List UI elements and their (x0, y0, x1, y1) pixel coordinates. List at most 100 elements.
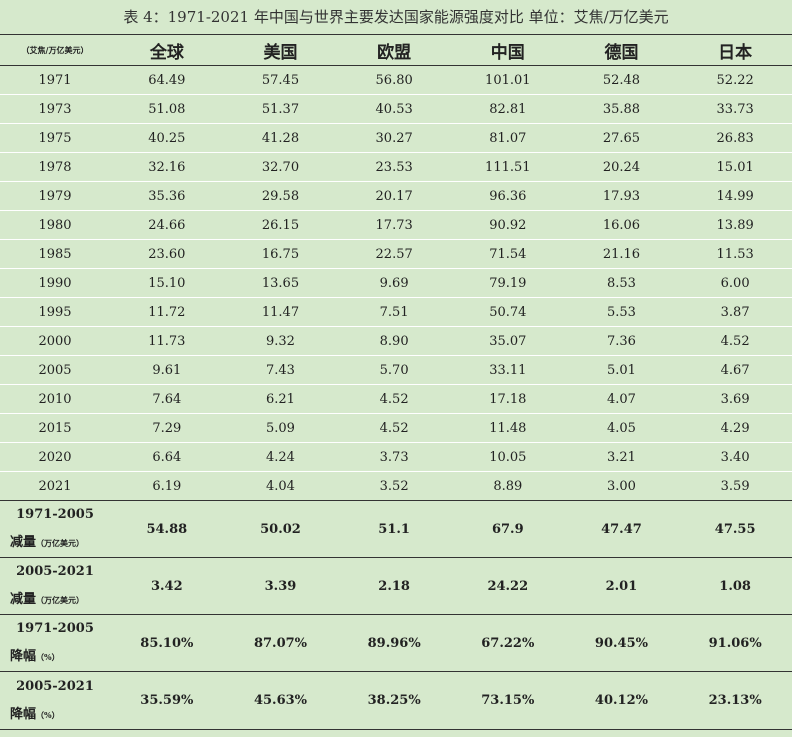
year-cell: 2021 (0, 471, 110, 501)
table-row: 2010 7.64 6.21 4.52 17.18 4.07 3.69 (0, 384, 792, 414)
summary-value-cell-germany: 40.12% (564, 671, 679, 730)
column-header-eu: 欧盟 (337, 34, 451, 66)
value-cell-germany: 3.21 (564, 442, 679, 472)
summary-period: 1971-2005 (16, 507, 94, 522)
year-cell: 2020 (0, 442, 110, 472)
value-cell-japan: 14.99 (678, 181, 792, 211)
value-cell-germany: 7.36 (564, 326, 679, 356)
value-cell-china: 96.36 (450, 181, 565, 211)
table-row: 2015 7.29 5.09 4.52 11.48 4.05 4.29 (0, 413, 792, 443)
table-row: 2000 11.73 9.32 8.90 35.07 7.36 4.52 (0, 326, 792, 356)
summary-value-cell-global: 85.10% (110, 614, 224, 672)
summary-row: 2005-2021 降幅（%） 35.59% 45.63% 38.25% 73.15% 40… (0, 671, 792, 730)
value-cell-usa: 4.24 (223, 442, 338, 472)
summary-value-cell-usa: 50.02 (223, 500, 338, 558)
value-cell-germany: 21.16 (564, 239, 679, 269)
value-cell-japan: 3.69 (678, 384, 792, 414)
value-cell-germany: 3.00 (564, 471, 679, 501)
summary-metric-label: 降幅 (10, 706, 37, 722)
value-cell-eu: 40.53 (337, 94, 451, 124)
year-cell: 1995 (0, 297, 110, 327)
column-header-global: 全球 (110, 34, 224, 66)
summary-metric: 降幅（%） (0, 701, 110, 729)
summary-value-cell-japan: 1.08 (678, 557, 792, 615)
value-cell-germany: 20.24 (564, 152, 679, 182)
summary-value-cell-china: 24.22 (450, 557, 565, 615)
year-cell: 1980 (0, 210, 110, 240)
year-cell: 1978 (0, 152, 110, 182)
value-cell-global: 6.19 (110, 471, 224, 501)
value-cell-eu: 17.73 (337, 210, 451, 240)
value-cell-usa: 13.65 (223, 268, 338, 298)
header-row: （艾焦/万亿美元） 全球 美国 欧盟 中国 德国 日本 (0, 34, 792, 66)
value-cell-global: 64.49 (110, 65, 224, 95)
value-cell-china: 82.81 (450, 94, 565, 124)
value-cell-germany: 5.53 (564, 297, 679, 327)
table-row: 1980 24.66 26.15 17.73 90.92 16.06 13.89 (0, 210, 792, 240)
value-cell-usa: 41.28 (223, 123, 338, 153)
value-cell-usa: 6.21 (223, 384, 338, 414)
value-cell-japan: 3.40 (678, 442, 792, 472)
value-cell-japan: 3.87 (678, 297, 792, 327)
summary-value-cell-japan: 91.06% (678, 614, 792, 672)
summary-label-cell: 1971-2005 降幅（%） (0, 614, 110, 672)
value-cell-china: 10.05 (450, 442, 565, 472)
value-cell-global: 7.29 (110, 413, 224, 443)
value-cell-eu: 23.53 (337, 152, 451, 182)
value-cell-japan: 26.83 (678, 123, 792, 153)
value-cell-usa: 29.58 (223, 181, 338, 211)
year-cell: 1979 (0, 181, 110, 211)
value-cell-eu: 9.69 (337, 268, 451, 298)
summary-value-cell-usa: 87.07% (223, 614, 338, 672)
table-row: 1978 32.16 32.70 23.53 111.51 20.24 15.01 (0, 152, 792, 182)
value-cell-japan: 33.73 (678, 94, 792, 124)
summary-value-cell-germany: 2.01 (564, 557, 679, 615)
summary-period: 2005-2021 (16, 678, 94, 694)
summary-metric-label: 降幅 (10, 649, 37, 664)
value-cell-germany: 27.65 (564, 123, 679, 153)
value-cell-japan: 11.53 (678, 239, 792, 269)
value-cell-usa: 16.75 (223, 239, 338, 269)
summary-value-cell-china: 67.9 (450, 500, 565, 558)
value-cell-germany: 4.05 (564, 413, 679, 443)
summary-value-cell-eu: 38.25% (337, 671, 451, 730)
value-cell-usa: 5.09 (223, 413, 338, 443)
value-cell-japan: 4.52 (678, 326, 792, 356)
summary-value-cell-eu: 89.96% (337, 614, 451, 672)
value-cell-germany: 52.48 (564, 65, 679, 95)
value-cell-global: 32.16 (110, 152, 224, 182)
table-row: 2005 9.61 7.43 5.70 33.11 5.01 4.67 (0, 355, 792, 385)
year-cell: 1975 (0, 123, 110, 153)
table-row: 1985 23.60 16.75 22.57 71.54 21.16 11.53 (0, 239, 792, 269)
value-cell-japan: 6.00 (678, 268, 792, 298)
summary-value-cell-usa: 3.39 (223, 557, 338, 615)
summary-period: 2005-2021 (16, 564, 94, 579)
value-cell-japan: 13.89 (678, 210, 792, 240)
value-cell-global: 11.72 (110, 297, 224, 327)
table-caption: 表 4：1971-2021 年中国与世界主要发达国家能源强度对比 单位：艾焦/万… (123, 8, 669, 26)
value-cell-china: 33.11 (450, 355, 565, 385)
value-cell-eu: 30.27 (337, 123, 451, 153)
year-cell: 1990 (0, 268, 110, 298)
summary-body: 1971-2005 减量（万亿美元） 54.88 50.02 51.1 67.9 47.47… (0, 500, 792, 730)
value-cell-eu: 8.90 (337, 326, 451, 356)
table-row: 2020 6.64 4.24 3.73 10.05 3.21 3.40 (0, 442, 792, 472)
value-cell-china: 8.89 (450, 471, 565, 501)
value-cell-eu: 3.73 (337, 442, 451, 472)
value-cell-china: 71.54 (450, 239, 565, 269)
value-cell-eu: 4.52 (337, 384, 451, 414)
value-cell-germany: 4.07 (564, 384, 679, 414)
summary-metric-unit: （万亿美元） (36, 595, 85, 605)
summary-value-cell-global: 54.88 (110, 500, 224, 558)
table-row: 1971 64.49 57.45 56.80 101.01 52.48 52.22 (0, 65, 792, 95)
value-cell-china: 111.51 (450, 152, 565, 182)
summary-metric-label: 减量 (10, 535, 37, 550)
summary-row: 2005-2021 减量（万亿美元） 3.42 3.39 2.18 24.22 2.01 1.… (0, 557, 792, 615)
summary-value-cell-eu: 51.1 (337, 500, 451, 558)
value-cell-japan: 52.22 (678, 65, 792, 95)
value-cell-japan: 3.59 (678, 471, 792, 501)
summary-value-cell-china: 73.15% (450, 671, 565, 730)
year-cell: 2000 (0, 326, 110, 356)
value-cell-global: 24.66 (110, 210, 224, 240)
summary-row: 1971-2005 减量（万亿美元） 54.88 50.02 51.1 67.9 47.47… (0, 500, 792, 558)
